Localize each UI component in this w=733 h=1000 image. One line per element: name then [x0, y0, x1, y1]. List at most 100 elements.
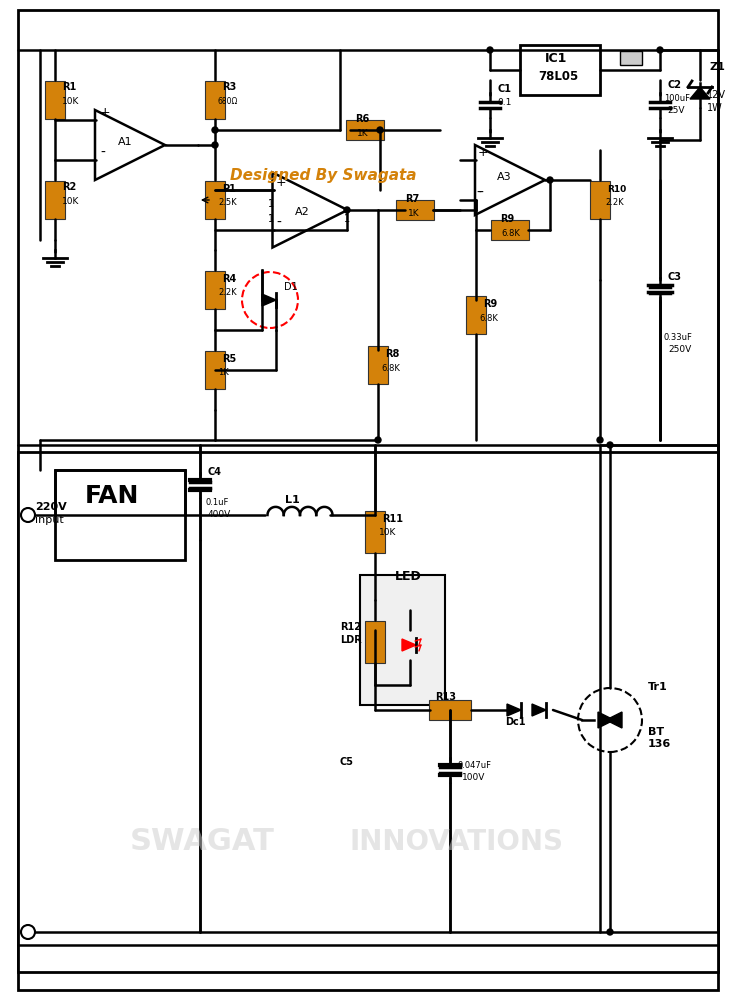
Circle shape [607, 929, 613, 935]
Text: R10: R10 [607, 185, 626, 194]
Text: 0.1uF: 0.1uF [205, 498, 229, 507]
Text: 400V: 400V [208, 510, 231, 519]
Text: R3: R3 [222, 82, 236, 92]
Text: 2.2K: 2.2K [605, 198, 624, 207]
Text: R8: R8 [385, 349, 399, 359]
Text: +: + [276, 176, 287, 189]
Text: 1K: 1K [357, 129, 369, 138]
Circle shape [377, 127, 383, 133]
Text: 136: 136 [648, 739, 671, 749]
Text: INNOVATIONS: INNOVATIONS [350, 828, 564, 856]
FancyBboxPatch shape [18, 452, 718, 972]
Circle shape [344, 207, 350, 213]
Text: P1: P1 [222, 184, 236, 194]
Text: Dc1: Dc1 [505, 717, 526, 727]
Circle shape [547, 177, 553, 183]
Text: LED: LED [395, 570, 421, 583]
Text: A3: A3 [497, 172, 512, 182]
FancyBboxPatch shape [205, 351, 225, 389]
Text: 1K: 1K [408, 209, 419, 218]
Text: -: - [276, 216, 281, 230]
FancyBboxPatch shape [429, 700, 471, 720]
FancyBboxPatch shape [360, 575, 445, 705]
Polygon shape [532, 704, 546, 716]
FancyBboxPatch shape [365, 511, 385, 553]
Text: 1W: 1W [707, 103, 723, 113]
Text: C2: C2 [667, 80, 681, 90]
Text: R13: R13 [435, 692, 456, 702]
Text: LDR: LDR [340, 635, 362, 645]
FancyBboxPatch shape [18, 10, 718, 990]
Text: 10K: 10K [62, 197, 79, 206]
Circle shape [212, 127, 218, 133]
Circle shape [597, 437, 603, 443]
Text: 250V: 250V [668, 345, 691, 354]
Text: R5: R5 [222, 354, 236, 364]
Text: C3: C3 [668, 272, 682, 282]
Text: 0.1: 0.1 [497, 98, 512, 107]
Text: C4: C4 [208, 467, 222, 477]
Text: R1: R1 [62, 82, 76, 92]
Text: R9: R9 [483, 299, 497, 309]
Text: R2: R2 [62, 182, 76, 192]
Text: C5: C5 [340, 757, 354, 767]
Text: 2.5K: 2.5K [218, 198, 237, 207]
Text: A1: A1 [118, 137, 133, 147]
Text: +: + [100, 106, 111, 119]
Text: IC1: IC1 [545, 52, 567, 65]
Text: Z1: Z1 [710, 62, 726, 72]
Text: 12V: 12V [707, 90, 726, 100]
Text: R12: R12 [340, 622, 361, 632]
FancyBboxPatch shape [368, 346, 388, 384]
Text: 6.8K: 6.8K [479, 314, 498, 323]
Text: 6.8K: 6.8K [381, 364, 400, 373]
Text: 0.047uF: 0.047uF [458, 761, 492, 770]
Text: A2: A2 [295, 207, 310, 217]
Circle shape [487, 47, 493, 53]
Text: 0.33uF: 0.33uF [664, 333, 693, 342]
Text: Tr1: Tr1 [648, 682, 668, 692]
Text: BT: BT [648, 727, 664, 737]
Text: -: - [476, 186, 481, 200]
Text: 2.2K: 2.2K [218, 288, 237, 297]
Text: SWAGAT: SWAGAT [130, 827, 275, 856]
Text: C1: C1 [497, 84, 511, 94]
FancyBboxPatch shape [466, 296, 486, 334]
Text: 100uF: 100uF [664, 94, 690, 103]
Circle shape [657, 47, 663, 53]
Polygon shape [402, 639, 416, 651]
FancyBboxPatch shape [45, 181, 65, 219]
Text: 1: 1 [268, 199, 274, 209]
Polygon shape [262, 294, 276, 306]
FancyBboxPatch shape [205, 181, 225, 219]
Circle shape [375, 437, 381, 443]
FancyBboxPatch shape [491, 220, 529, 240]
FancyBboxPatch shape [55, 470, 185, 560]
Text: -: - [100, 146, 105, 160]
FancyBboxPatch shape [520, 45, 600, 95]
Text: 1: 1 [268, 214, 274, 224]
Text: 220V: 220V [35, 502, 67, 512]
Text: 10K: 10K [379, 528, 397, 537]
Text: L1: L1 [285, 495, 300, 505]
FancyBboxPatch shape [620, 51, 642, 65]
Text: 10K: 10K [62, 97, 79, 106]
FancyBboxPatch shape [205, 81, 225, 119]
Polygon shape [598, 712, 614, 728]
Text: 78L05: 78L05 [538, 70, 578, 83]
Text: 1K: 1K [218, 368, 229, 377]
FancyBboxPatch shape [45, 81, 65, 119]
Circle shape [212, 142, 218, 148]
Text: 25V: 25V [667, 106, 685, 115]
Text: R9: R9 [500, 214, 515, 224]
Polygon shape [507, 704, 521, 716]
Text: D1: D1 [284, 282, 298, 292]
FancyBboxPatch shape [205, 271, 225, 309]
Polygon shape [606, 712, 622, 728]
Text: R6: R6 [355, 114, 369, 124]
Text: R7: R7 [405, 194, 419, 204]
Text: input: input [35, 515, 64, 525]
Text: 100V: 100V [462, 773, 485, 782]
Circle shape [607, 442, 613, 448]
Text: -: - [478, 186, 483, 200]
